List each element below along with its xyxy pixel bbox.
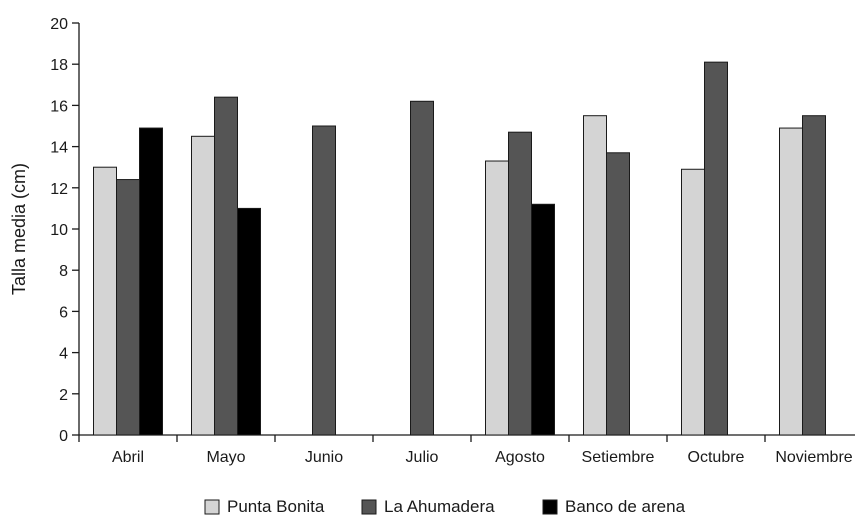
legend-swatch [361, 499, 377, 515]
bar-punta-bonita [485, 160, 509, 436]
bar-banco-de-arena [237, 207, 261, 436]
bar-punta-bonita [779, 127, 803, 436]
y-tick-label: 16 [50, 98, 68, 115]
x-axis: Abril Mayo Junio Julio Agosto Setiembre Octubr… [78, 434, 855, 466]
y-tick-label: 2 [59, 387, 68, 404]
x-tick-label: Noviembre [775, 449, 852, 466]
x-tick-label: Mayo [206, 449, 245, 466]
bar-la-ahumadera [214, 96, 238, 436]
bar-la-ahumadera [410, 100, 434, 436]
x-tick-label: Abril [112, 449, 144, 466]
y-tick-label: 18 [50, 57, 68, 74]
y-axis-title: Talla media (cm) [9, 163, 29, 295]
bar-la-ahumadera [802, 115, 826, 436]
x-tick-label: Julio [406, 449, 439, 466]
y-tick-label: 14 [50, 140, 68, 157]
legend-label: Punta Bonita [227, 497, 325, 516]
bars [93, 61, 826, 436]
legend-swatch [542, 499, 558, 515]
bar-banco-de-arena [531, 203, 555, 436]
x-tick-label: Octubre [688, 449, 745, 466]
bar-la-ahumadera [116, 179, 140, 436]
x-tick-label: Junio [305, 449, 343, 466]
legend: Punta Bonita La Ahumadera Banco de arena [204, 497, 686, 516]
bar-la-ahumadera [508, 131, 532, 436]
y-tick-label: 12 [50, 181, 68, 198]
bar-punta-bonita [583, 115, 607, 436]
bar-punta-bonita [681, 168, 705, 436]
bar-la-ahumadera [606, 152, 630, 436]
y-tick-label: 0 [59, 428, 68, 445]
y-tick-label: 4 [59, 346, 68, 363]
bar-banco-de-arena [139, 127, 163, 436]
y-tick-label: 20 [50, 16, 68, 33]
x-tick-label: Agosto [495, 449, 545, 466]
bar-la-ahumadera [704, 61, 728, 436]
bar-punta-bonita [93, 166, 117, 436]
legend-label: La Ahumadera [384, 497, 495, 516]
y-tick-label: 10 [50, 222, 68, 239]
y-tick-label: 8 [59, 263, 68, 280]
bar-la-ahumadera [312, 125, 336, 436]
legend-swatch [204, 499, 220, 515]
legend-label: Banco de arena [565, 497, 686, 516]
y-axis: 0 2 4 6 8 10 12 14 16 18 20 [50, 16, 80, 445]
y-tick-label: 6 [59, 304, 68, 321]
bar-punta-bonita [191, 135, 215, 436]
x-tick-label: Setiembre [582, 449, 655, 466]
